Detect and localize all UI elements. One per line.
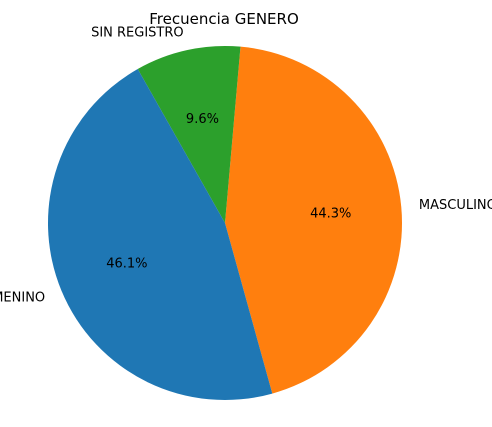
- chart-title: Frecuencia GENERO: [149, 10, 299, 28]
- pie-labels: MASCULINO 44.3% SIN REGISTRO 9.6% FEMENINO 46…: [0, 26, 492, 306]
- slice-masculino: [225, 46, 403, 394]
- category-label-masculino: MASCULINO: [419, 198, 492, 213]
- percent-label-masculino: 44.3%: [310, 206, 351, 221]
- category-label-femenino: FEMENINO: [0, 291, 45, 306]
- slice-sin-registro: [137, 45, 241, 223]
- slice-femenino: [48, 69, 273, 400]
- category-label-sin-registro: SIN REGISTRO: [91, 26, 184, 41]
- percent-label-femenino: 46.1%: [106, 257, 147, 272]
- pie-slices: [48, 45, 403, 400]
- percent-label-sin-registro: 9.6%: [186, 112, 219, 127]
